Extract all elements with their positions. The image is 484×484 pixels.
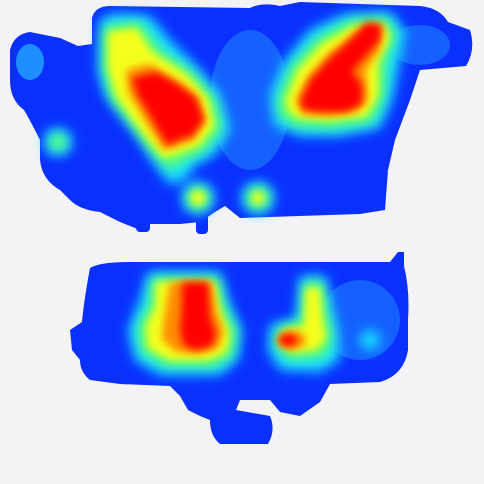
upper-blue-tail-left [136, 200, 150, 232]
lower-right-red [279, 334, 297, 346]
heatmap-base-layer [10, 2, 472, 444]
upper-left-node-green [50, 134, 66, 150]
upper-small-node-yellow-a [191, 191, 205, 205]
upper-left-blue-glow [16, 44, 44, 80]
upper-small-node-yellow-b [252, 192, 264, 204]
upper-blue-notch-fill [96, 150, 156, 170]
lower-right-small-cyan [360, 330, 380, 350]
